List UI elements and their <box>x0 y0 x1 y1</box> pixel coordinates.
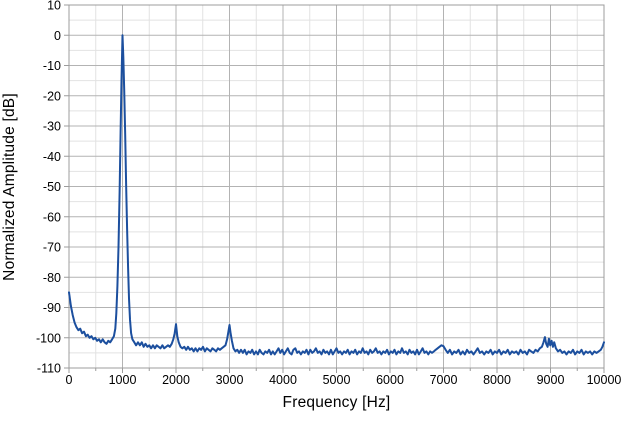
y-tick-label: -100 <box>36 331 61 345</box>
spectrum-line <box>68 34 605 356</box>
y-tick-label: -10 <box>43 59 61 73</box>
x-axis-title: Frequency [Hz] <box>282 394 391 411</box>
y-tick-label: -40 <box>43 150 61 164</box>
x-tick-label: 10000 <box>587 373 622 387</box>
y-tick-label: 10 <box>47 0 61 13</box>
y-axis-title: Normalized Amplitude [dB] <box>1 92 19 281</box>
x-tick-label: 7000 <box>430 373 458 387</box>
x-tick-label: 4000 <box>269 373 297 387</box>
x-tick-labels: 0 1000 2000 3000 4000 5000 6000 7000 8000 9000 100… <box>66 373 622 387</box>
major-gridlines <box>69 5 604 368</box>
axis-ticks <box>64 4 605 373</box>
y-axis-title-box: Normalized Amplitude [dB] <box>0 5 20 368</box>
y-tick-label: -50 <box>43 180 61 194</box>
x-tick-label: 8000 <box>483 373 511 387</box>
x-tick-label: 0 <box>66 373 73 387</box>
y-tick-label: -60 <box>43 210 61 224</box>
y-tick-label: -70 <box>43 241 61 255</box>
y-tick-label: -30 <box>43 120 61 134</box>
y-tick-label: -20 <box>43 89 61 103</box>
x-tick-label: 2000 <box>162 373 190 387</box>
x-tick-label: 1000 <box>109 373 137 387</box>
x-tick-label: 5000 <box>323 373 351 387</box>
x-tick-label: 3000 <box>216 373 244 387</box>
x-tick-label: 6000 <box>376 373 404 387</box>
y-tick-label: -80 <box>43 271 61 285</box>
y-tick-label: 0 <box>54 29 61 43</box>
y-tick-label: -90 <box>43 301 61 315</box>
y-tick-labels: 10 0 -10 -20 -30 -40 -50 -60 -70 -80 -90 -100 -110 <box>36 0 61 376</box>
y-tick-label: -110 <box>37 362 61 376</box>
x-tick-label: 9000 <box>537 373 565 387</box>
